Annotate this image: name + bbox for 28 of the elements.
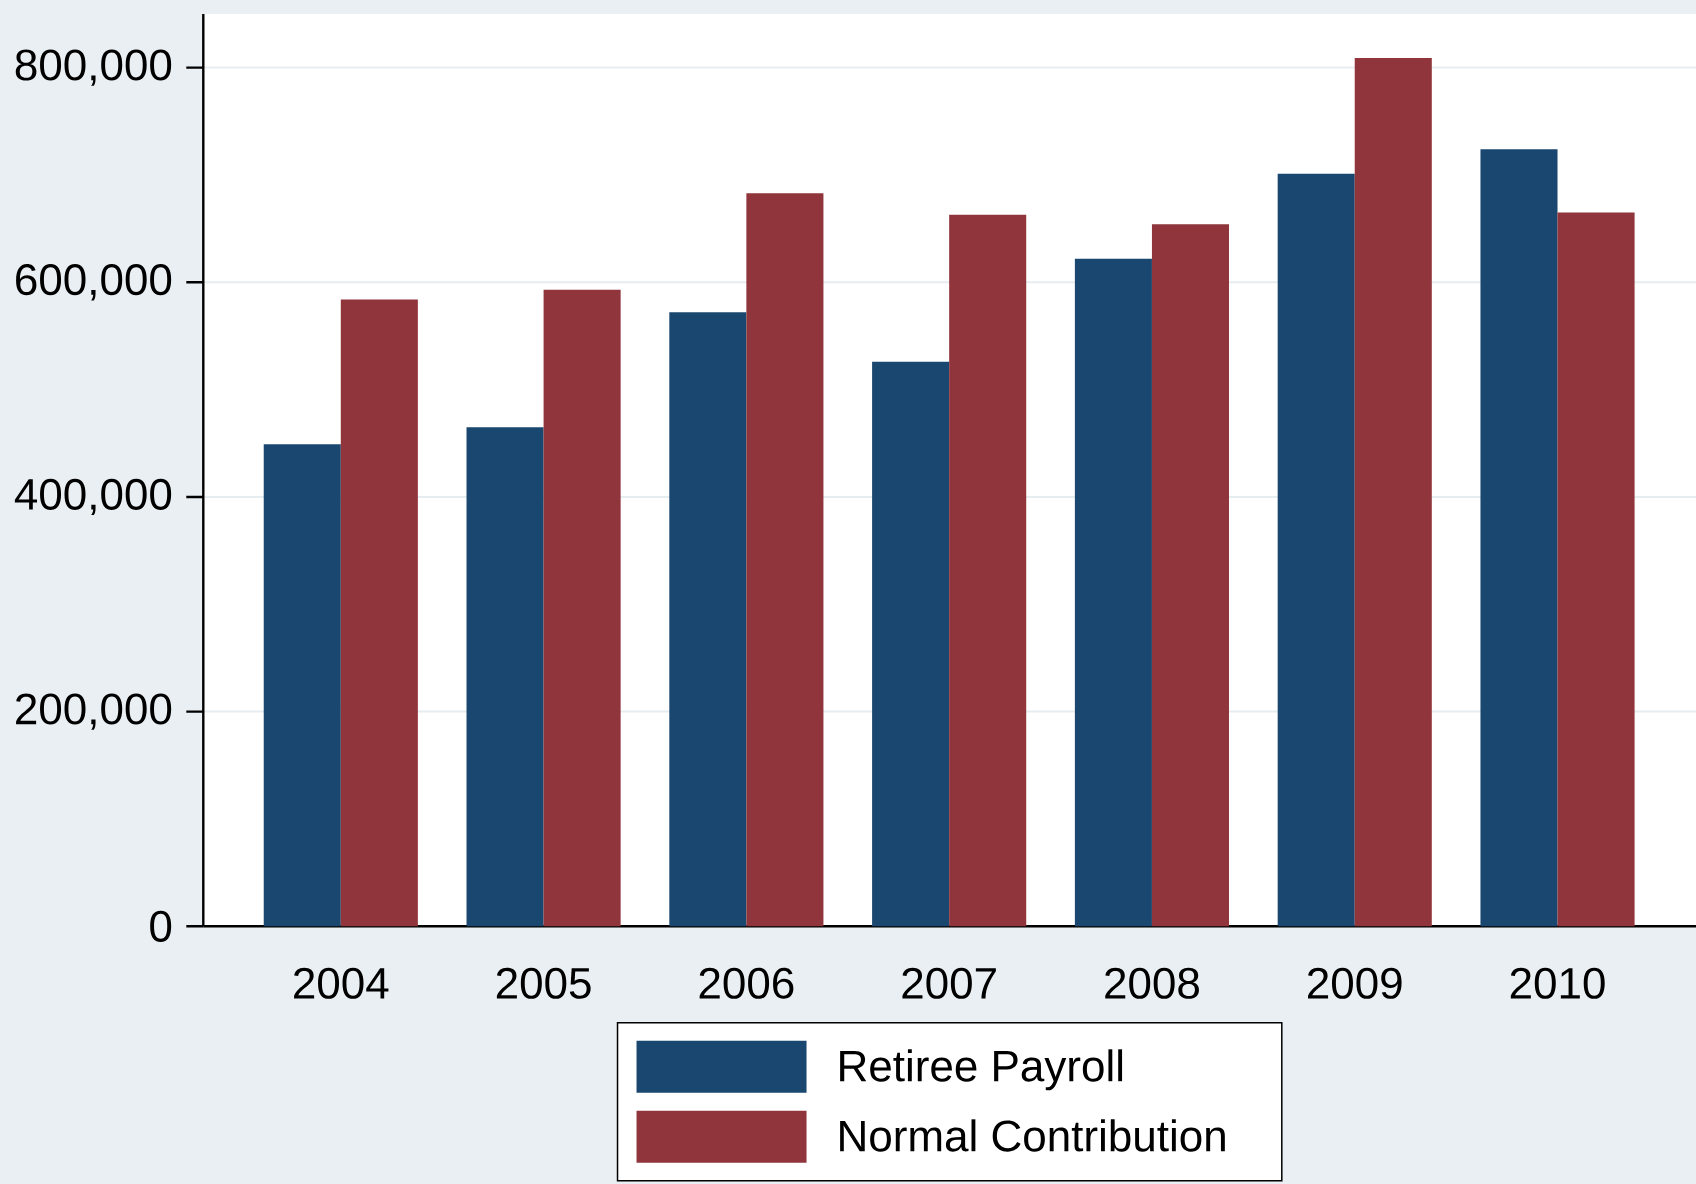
- y-tick-label: 200,000: [16, 693, 172, 730]
- x-tick-label: 2010: [1510, 967, 1605, 999]
- bar: [872, 361, 950, 927]
- y-tick-label: 0: [150, 910, 172, 942]
- bar: [543, 289, 621, 927]
- bar: [466, 427, 544, 927]
- bar: [340, 299, 418, 927]
- legend-label: Retiree Payroll: [840, 1049, 1123, 1091]
- bar: [1074, 258, 1152, 927]
- x-tick-label: 2006: [699, 967, 794, 999]
- legend-label: Normal Contribution: [840, 1119, 1225, 1152]
- bar: [746, 193, 824, 927]
- bar: [1354, 57, 1432, 927]
- bar: [1151, 224, 1230, 927]
- bar: [949, 214, 1027, 927]
- y-tick-label: 800,000: [15, 49, 172, 86]
- bar: [669, 312, 747, 927]
- y-tick-label: 400,000: [14, 478, 172, 516]
- x-tick-label: 2005: [496, 967, 591, 999]
- y-tick-label: 600,000: [16, 264, 172, 301]
- x-tick-label: 2009: [1308, 967, 1402, 999]
- bar: [263, 444, 341, 927]
- bar: [1480, 149, 1558, 927]
- x-tick-label: 2008: [1105, 967, 1199, 999]
- bar: [1277, 173, 1355, 927]
- x-tick-label: 2004: [294, 967, 389, 999]
- bar: [1557, 212, 1635, 927]
- x-tick-label: 2007: [902, 967, 996, 999]
